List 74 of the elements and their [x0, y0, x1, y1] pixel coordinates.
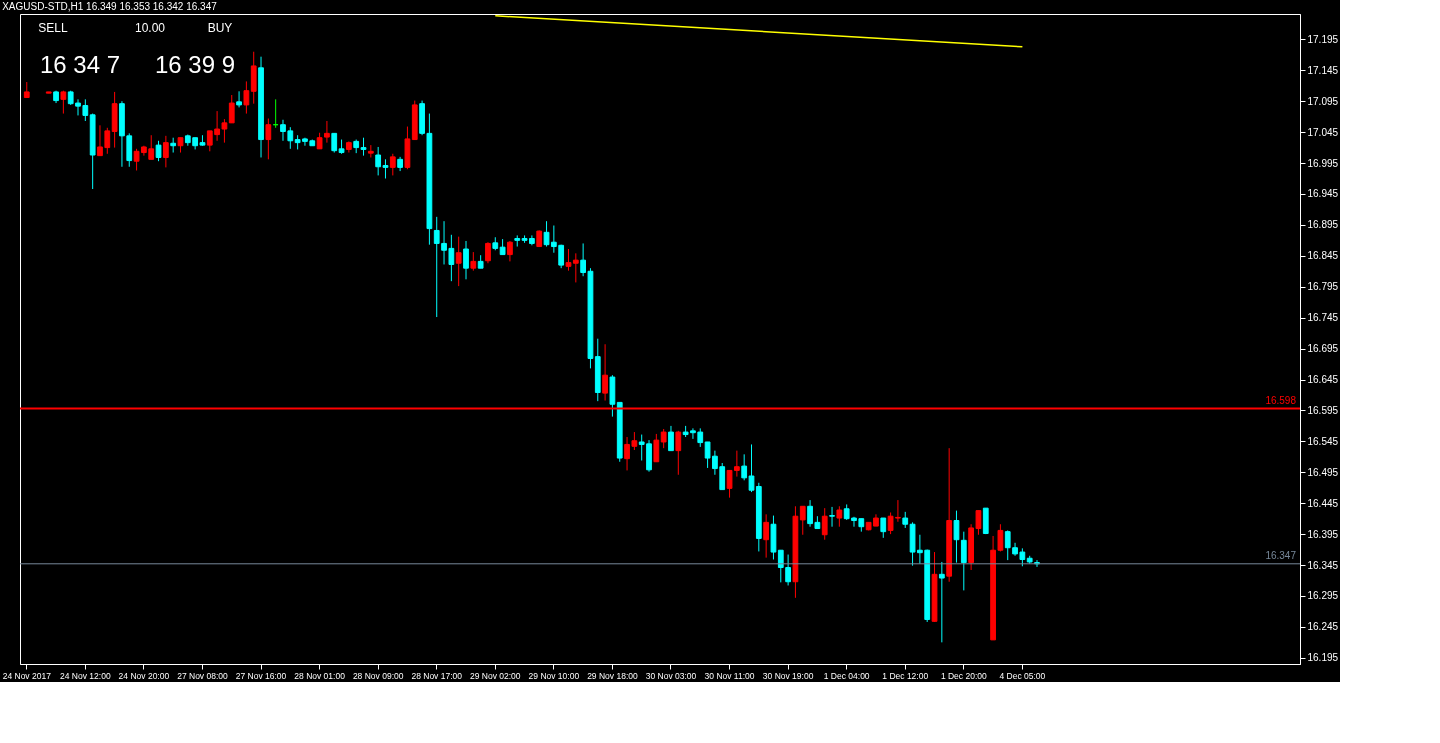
candlestick: [162, 135, 169, 168]
x-tick-label: 30 Nov 03:00: [645, 670, 697, 681]
y-tick-label: 16.745: [1307, 312, 1339, 324]
y-tick-label: 16.495: [1307, 466, 1339, 478]
ref-line-label: 16.598: [1265, 394, 1297, 406]
chart-title: XAGUSD-STD,H1 16.349 16.353 16.342 16.347: [2, 1, 218, 12]
x-tick-label: 1 Dec 20:00: [940, 670, 987, 681]
y-tick-label: 16.995: [1307, 157, 1339, 169]
y-tick-label: 16.895: [1307, 219, 1339, 231]
y-tick-label: 16.695: [1307, 343, 1339, 355]
candlestick: [653, 433, 660, 463]
candlestick: [799, 505, 806, 536]
candlestick: [243, 80, 250, 115]
y-tick-label: 16.445: [1307, 497, 1339, 509]
candlestick: [463, 240, 469, 280]
candlestick: [960, 531, 967, 591]
annotation: SELL: [38, 21, 68, 35]
y-tick-label: 17.045: [1307, 126, 1339, 138]
annotation: BUY: [207, 21, 233, 35]
y-tick-label: 17.145: [1307, 64, 1339, 76]
y-tick-label: 16.545: [1307, 435, 1339, 447]
candlestick: [236, 90, 242, 108]
y-tick-label: 16.245: [1307, 621, 1339, 633]
y-tick-label: 16.195: [1307, 652, 1339, 664]
candlestick: [228, 94, 235, 124]
candlestick: [265, 118, 272, 160]
candlestick: [880, 517, 887, 539]
candlestick: [660, 428, 667, 449]
candlestick: [938, 561, 945, 643]
y-tick-label: 16.845: [1307, 250, 1339, 262]
x-tick-label: 4 Dec 05:00: [999, 670, 1046, 681]
annotation: 10.00: [134, 21, 166, 35]
x-tick-label: 27 Nov 16:00: [235, 670, 287, 681]
x-tick-label: 30 Nov 19:00: [762, 670, 814, 681]
candlestick: [155, 140, 162, 162]
x-tick-label: 29 Nov 18:00: [587, 670, 638, 681]
x-tick-label: 29 Nov 02:00: [470, 670, 521, 681]
candlestick: [455, 236, 462, 287]
ref-line-label: 16.347: [1265, 549, 1297, 561]
candlestick: [507, 240, 513, 262]
candlestick: [953, 510, 960, 564]
candlestick: [829, 506, 835, 528]
candlestick: [602, 343, 608, 402]
candlestick: [668, 425, 674, 452]
x-tick-label: 28 Nov 09:00: [352, 670, 404, 681]
x-tick-label: 28 Nov 17:00: [411, 670, 463, 681]
annotation: 16 39 9: [154, 51, 236, 78]
candlestick: [836, 505, 843, 528]
x-tick-label: 24 Nov 20:00: [118, 670, 170, 681]
y-tick-label: 16.295: [1307, 590, 1339, 602]
y-tick-label: 16.795: [1307, 281, 1339, 293]
x-tick-label: 30 Nov 11:00: [704, 670, 755, 681]
annotation: 16 34 7: [39, 51, 121, 78]
candlestick: [389, 153, 396, 176]
x-tick-label: 27 Nov 08:00: [177, 670, 229, 681]
x-tick-label: 1 Dec 12:00: [882, 670, 929, 681]
y-tick-label: 16.645: [1307, 374, 1339, 386]
candlestick: [470, 251, 477, 272]
y-tick-label: 16.945: [1307, 188, 1339, 200]
y-tick-label: 16.595: [1307, 404, 1339, 416]
y-tick-label: 16.345: [1307, 559, 1339, 571]
candlestick: [821, 507, 828, 541]
x-tick-label: 29 Nov 10:00: [528, 670, 580, 681]
x-tick-label: 24 Nov 2017: [2, 670, 52, 681]
candlestick: [485, 241, 491, 264]
candlestick: [675, 430, 682, 476]
y-tick-label: 17.095: [1307, 95, 1339, 107]
y-tick-label: 17.195: [1307, 33, 1339, 45]
y-tick-label: 16.395: [1307, 528, 1339, 540]
x-tick-label: 1 Dec 04:00: [823, 670, 870, 681]
x-tick-label: 24 Nov 12:00: [60, 670, 111, 681]
x-tick-label: 28 Nov 01:00: [294, 670, 346, 681]
candlestick: [331, 132, 338, 154]
candlestick: [763, 513, 770, 559]
